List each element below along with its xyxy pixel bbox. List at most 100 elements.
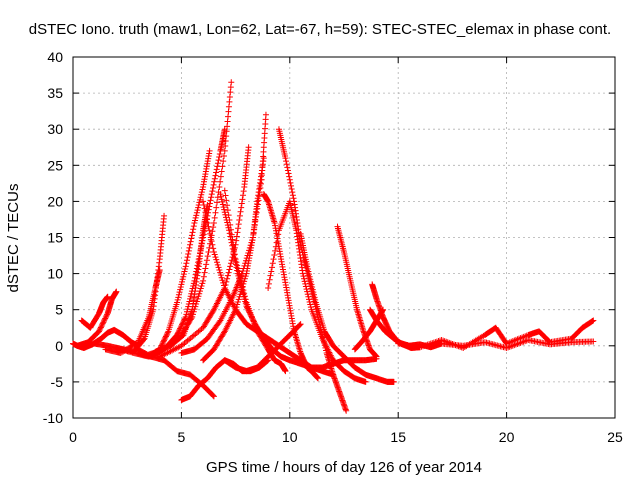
data-point (184, 254, 191, 261)
data-point (161, 336, 168, 343)
data-point (220, 279, 227, 286)
data-point (310, 291, 317, 298)
data-point (269, 260, 276, 267)
data-point (104, 293, 111, 300)
data-point (284, 167, 291, 174)
data-point (192, 214, 199, 221)
data-point (220, 282, 227, 289)
data-point (181, 316, 188, 323)
data-point (185, 247, 192, 254)
data-point (102, 314, 109, 321)
data-point (220, 204, 227, 211)
data-point (203, 216, 210, 223)
data-point (221, 187, 228, 194)
data-point (101, 316, 108, 323)
data-point (243, 303, 250, 310)
data-point (307, 276, 314, 283)
data-point (286, 173, 293, 180)
series-arc-s (297, 230, 397, 385)
data-point (232, 261, 239, 268)
data-point (217, 269, 224, 276)
data-point (186, 244, 193, 251)
data-point (225, 269, 232, 276)
data-point (223, 216, 230, 223)
x-axis-label: GPS time / hours of day 126 of year 2014 (206, 459, 482, 476)
data-point (193, 212, 200, 219)
data-point (288, 186, 295, 193)
data-point (249, 315, 256, 322)
data-point (161, 337, 168, 344)
series-arc-p (260, 191, 321, 382)
data-point (234, 301, 241, 308)
data-point (262, 111, 269, 118)
data-point (287, 179, 294, 186)
data-point (225, 224, 232, 231)
data-point (206, 147, 213, 154)
data-point (206, 244, 213, 251)
data-point (159, 339, 166, 346)
data-point (224, 202, 231, 209)
data-point (230, 248, 237, 255)
data-point (296, 321, 303, 328)
data-point (244, 305, 251, 312)
x-tick-label: 15 (390, 429, 406, 445)
data-point (589, 318, 596, 325)
data-point (163, 332, 170, 339)
data-point (178, 322, 185, 329)
data-point (203, 261, 210, 268)
data-point (194, 207, 201, 214)
data-point (199, 186, 206, 193)
data-point (96, 328, 103, 335)
chart-title: dSTEC Iono. truth (maw1, Lon=62, Lat=-67… (29, 21, 611, 38)
data-point (182, 265, 189, 272)
data-point (195, 293, 202, 300)
data-point (249, 314, 256, 321)
data-point (228, 79, 235, 86)
data-point (228, 239, 235, 246)
data-point (250, 317, 257, 324)
data-point (231, 252, 238, 259)
data-point (193, 301, 200, 308)
data-point (183, 311, 190, 318)
data-point (216, 266, 223, 273)
data-point (156, 266, 163, 273)
data-point (191, 220, 198, 227)
data-point (272, 247, 279, 254)
data-point (97, 325, 104, 332)
data-point (284, 164, 291, 171)
data-point (179, 320, 186, 327)
data-point (218, 168, 225, 175)
data-point (177, 324, 184, 331)
data-point (187, 295, 194, 302)
data-point (266, 276, 273, 283)
data-point (268, 264, 275, 271)
data-point (223, 197, 230, 204)
data-point (140, 336, 147, 343)
data-point (309, 284, 316, 291)
data-point (274, 235, 281, 242)
data-point (234, 229, 241, 236)
data-point (590, 317, 597, 324)
data-point (161, 212, 168, 219)
data-point (162, 333, 169, 340)
data-point (306, 298, 313, 305)
data-point (222, 211, 229, 218)
data-point (306, 271, 313, 278)
data-point (100, 318, 107, 325)
data-point (207, 234, 214, 241)
data-point (211, 178, 218, 185)
data-point (190, 226, 197, 233)
data-point (217, 173, 224, 180)
data-point (188, 232, 195, 239)
data-point (196, 199, 203, 206)
data-point (218, 274, 225, 281)
data-point (285, 170, 292, 177)
y-tick-label: 35 (47, 85, 63, 101)
data-point (309, 286, 316, 293)
data-point (198, 189, 205, 196)
data-point (187, 238, 194, 245)
data-point (233, 237, 240, 244)
data-point (238, 204, 245, 211)
data-point (289, 192, 296, 199)
